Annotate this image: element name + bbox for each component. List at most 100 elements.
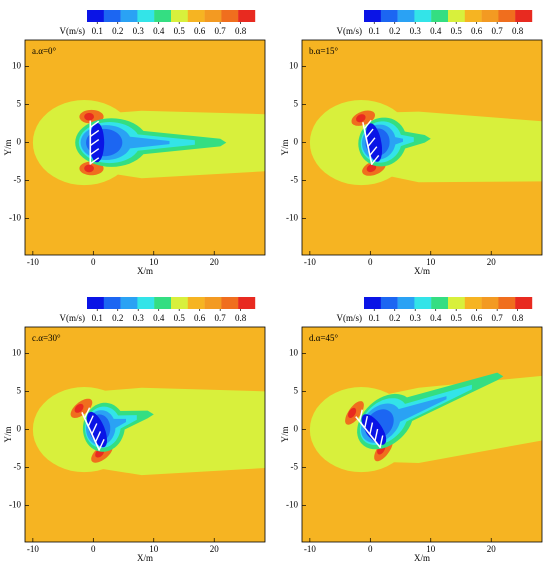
colorbar-swatch xyxy=(87,10,104,22)
colorbar-tick-label: 0.5 xyxy=(174,26,186,36)
y-axis-label: Y/m xyxy=(3,139,13,155)
colorbar-swatch xyxy=(154,297,172,309)
y-tick-label: 10 xyxy=(12,348,22,358)
structure-member xyxy=(358,409,363,422)
structure-member xyxy=(91,423,98,435)
colorbar-swatch xyxy=(103,297,121,309)
colorbar-tick-label: 0.8 xyxy=(235,26,247,36)
colorbar-tick-label: 0.5 xyxy=(451,26,463,36)
x-tick-label: 20 xyxy=(487,257,497,267)
colorbar-swatch xyxy=(221,10,239,22)
contour-region xyxy=(348,407,357,418)
colorbar-label: V(m/s) xyxy=(337,313,363,323)
structure-member xyxy=(362,122,373,165)
colorbar-swatch xyxy=(204,297,222,309)
colorbar-swatch xyxy=(481,10,499,22)
colorbar-swatch xyxy=(431,10,449,22)
panel-title: b.α=15° xyxy=(309,46,339,56)
x-tick-label: 0 xyxy=(91,257,96,267)
y-tick-label: -10 xyxy=(9,213,21,223)
colorbar-tick-label: 0.2 xyxy=(389,26,400,36)
colorbar-swatch xyxy=(137,297,155,309)
contour-region xyxy=(93,387,265,476)
structure-member xyxy=(367,137,376,147)
contour-region xyxy=(370,111,542,183)
x-axis-label: X/m xyxy=(137,266,153,276)
colorbar-swatch xyxy=(171,297,188,309)
structure-member xyxy=(355,416,382,449)
panel-title: c.α=30° xyxy=(32,333,61,343)
colorbar-tick-label: 0.8 xyxy=(512,26,524,36)
colorbar-tick-label: 0.8 xyxy=(235,313,247,323)
y-tick-label: 10 xyxy=(289,61,299,71)
colorbar-tick-label: 0.6 xyxy=(194,26,206,36)
colorbar-swatch xyxy=(397,10,415,22)
x-tick-label: 20 xyxy=(487,544,497,554)
structure-member xyxy=(89,157,100,165)
contour-region xyxy=(376,384,472,437)
colorbar-tick-label: 0.1 xyxy=(369,313,380,323)
structure-member xyxy=(81,412,101,451)
structure-member xyxy=(89,120,100,128)
colorbar-swatch xyxy=(364,10,381,22)
colorbar-tick-label: 0.6 xyxy=(471,26,483,36)
colorbar-tick-label: 0.2 xyxy=(112,313,123,323)
contour-region xyxy=(366,164,377,173)
colorbar-swatch xyxy=(464,10,482,22)
structure-member xyxy=(374,428,379,441)
panel-title: d.α=45° xyxy=(309,333,339,343)
colorbar-swatch xyxy=(187,10,205,22)
x-axis-label: X/m xyxy=(137,553,153,563)
colorbar-tick-label: 0.1 xyxy=(92,313,103,323)
colorbar-swatch xyxy=(171,10,188,22)
colorbar-swatch xyxy=(120,297,138,309)
structure-member xyxy=(89,148,100,156)
colorbar-tick-label: 0.2 xyxy=(389,313,400,323)
colorbar-tick-label: 0.6 xyxy=(194,313,206,323)
colorbar-tick-label: 0.7 xyxy=(492,26,504,36)
colorbar-label: V(m/s) xyxy=(60,26,86,36)
colorbar-tick-label: 0.3 xyxy=(410,313,422,323)
colorbar-tick-label: 0.7 xyxy=(215,313,227,323)
structure-member xyxy=(371,155,380,165)
colorbar-tick-label: 0.3 xyxy=(133,313,145,323)
colorbar-tick-label: 0.3 xyxy=(410,26,422,36)
colorbar-swatch xyxy=(498,297,516,309)
colorbar-swatch xyxy=(431,297,449,309)
structure-member xyxy=(364,415,369,429)
contour-region xyxy=(86,411,107,448)
x-tick-label: -10 xyxy=(27,257,39,267)
colorbar-tick-label: 0.5 xyxy=(451,313,463,323)
y-tick-label: 5 xyxy=(294,386,299,396)
colorbar-swatch xyxy=(515,10,533,22)
structure-member xyxy=(89,138,100,147)
colorbar-tick-label: 0.5 xyxy=(174,313,186,323)
structure-member xyxy=(87,415,94,427)
y-tick-label: -10 xyxy=(286,213,298,223)
y-tick-label: -5 xyxy=(291,462,299,472)
colorbar-tick-label: 0.7 xyxy=(215,26,227,36)
contour-region xyxy=(74,403,84,413)
contour-region xyxy=(376,396,447,434)
contour-region xyxy=(356,114,366,123)
x-tick-label: 10 xyxy=(426,544,436,554)
panel-title: a.α=0° xyxy=(32,46,57,56)
structure-member xyxy=(94,431,102,443)
colorbar-swatch xyxy=(87,297,104,309)
y-tick-label: 10 xyxy=(289,348,299,358)
structure-member xyxy=(89,129,100,138)
colorbar-tick-label: 0.8 xyxy=(512,313,524,323)
colorbar-swatch xyxy=(448,10,465,22)
x-tick-label: -10 xyxy=(27,544,39,554)
colorbar-tick-label: 0.2 xyxy=(112,26,123,36)
colorbar-tick-label: 0.3 xyxy=(133,26,145,36)
colorbar-swatch xyxy=(154,10,172,22)
colorbar-swatch xyxy=(380,10,398,22)
structure-member xyxy=(365,128,374,139)
x-tick-label: 10 xyxy=(149,257,159,267)
colorbar-label: V(m/s) xyxy=(337,26,363,36)
colorbar-swatch xyxy=(515,297,533,309)
contour-region xyxy=(84,112,94,121)
